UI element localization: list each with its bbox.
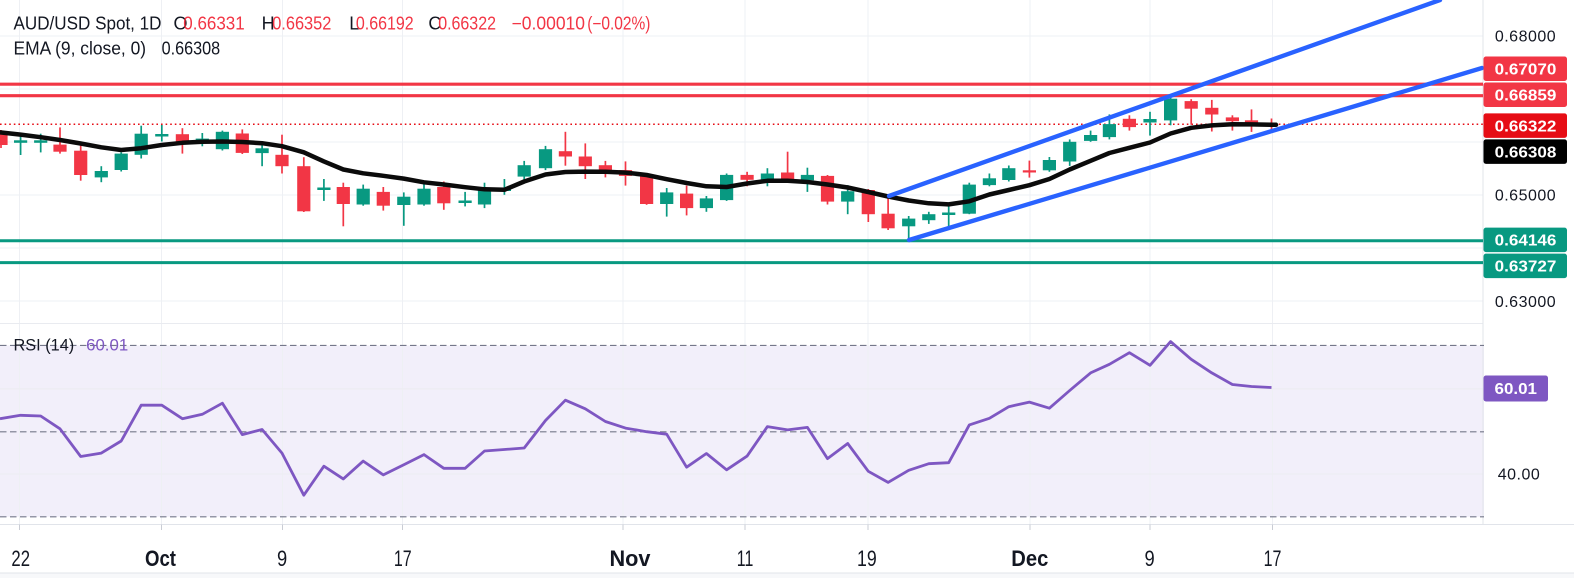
svg-text:Oct: Oct <box>145 546 177 571</box>
svg-text:0.68000: 0.68000 <box>1495 29 1556 46</box>
svg-text:L: L <box>349 14 359 34</box>
svg-text:17: 17 <box>1264 546 1282 571</box>
svg-text:11: 11 <box>737 546 754 571</box>
svg-text:60.01: 60.01 <box>1495 381 1538 398</box>
svg-text:0.66322: 0.66322 <box>438 14 496 34</box>
svg-text:0.65000: 0.65000 <box>1495 188 1556 205</box>
svg-text:O: O <box>174 14 188 34</box>
svg-text:C: C <box>428 14 441 34</box>
svg-text:H: H <box>262 14 275 34</box>
svg-text:22: 22 <box>11 546 30 571</box>
svg-text:RSI (14): RSI (14) <box>14 337 75 355</box>
svg-text:40.00: 40.00 <box>1498 467 1541 484</box>
svg-text:0.66192: 0.66192 <box>356 14 414 34</box>
svg-text:0.66859: 0.66859 <box>1495 88 1557 105</box>
svg-text:60.01: 60.01 <box>86 337 128 355</box>
svg-text:EMA (9, close, 0): EMA (9, close, 0) <box>14 39 147 59</box>
svg-text:0.63727: 0.63727 <box>1495 259 1557 276</box>
svg-text:17: 17 <box>394 546 412 571</box>
svg-text:0.63000: 0.63000 <box>1495 294 1556 311</box>
svg-text:0.66322: 0.66322 <box>1495 118 1557 135</box>
svg-text:Nov: Nov <box>610 546 652 571</box>
svg-text:9: 9 <box>277 546 287 571</box>
svg-text:0.64146: 0.64146 <box>1495 233 1557 250</box>
svg-text:−0.00010: −0.00010 <box>512 14 585 34</box>
svg-text:19: 19 <box>857 546 877 571</box>
svg-text:0.66308: 0.66308 <box>1495 144 1557 161</box>
svg-text:9: 9 <box>1145 546 1155 571</box>
svg-text:Dec: Dec <box>1011 546 1048 571</box>
svg-text:(−0.02%): (−0.02%) <box>587 14 650 34</box>
svg-text:0.66352: 0.66352 <box>272 14 331 34</box>
svg-text:0.67070: 0.67070 <box>1495 62 1557 79</box>
svg-text:AUD/USD Spot, 1D: AUD/USD Spot, 1D <box>14 14 162 34</box>
svg-text:0.66308: 0.66308 <box>162 39 221 59</box>
svg-text:0.66331: 0.66331 <box>183 14 244 34</box>
